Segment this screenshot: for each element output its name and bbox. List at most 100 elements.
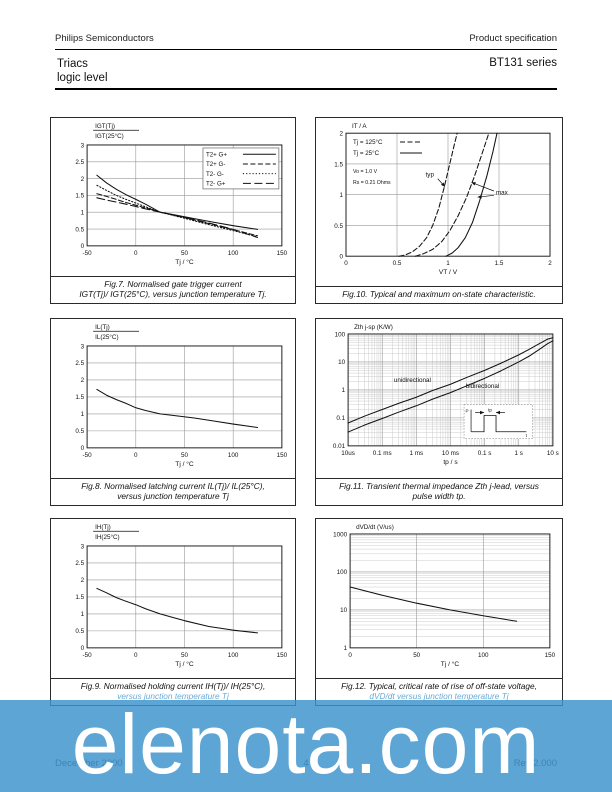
svg-text:Tj / °C: Tj / °C: [175, 460, 194, 468]
fig10-chart: 0 0.5 1 1.5 2 0 0.5 1 1.5 2 VT / V IT / A Tj = 125°C…: [334, 123, 552, 276]
svg-text:0: 0: [81, 445, 85, 452]
svg-text:1.5: 1.5: [75, 594, 84, 601]
svg-text:IGT(Tj): IGT(Tj): [95, 123, 115, 130]
figure-10: 0 0.5 1 1.5 2 0 0.5 1 1.5 2 VT / V IT / A Tj = 125°C…: [315, 117, 563, 304]
svg-text:10us: 10us: [341, 450, 355, 457]
svg-text:Tj / °C: Tj / °C: [441, 660, 460, 668]
svg-text:100: 100: [337, 569, 348, 576]
fig11-chart: 10us 0.1 ms 1 ms 10 ms 0.1 s 1 s 10 s 0.01 0.1 1 1…: [333, 324, 559, 466]
svg-text:150: 150: [277, 652, 288, 659]
svg-text:0.5: 0.5: [75, 428, 84, 435]
svg-text:IL(25°C): IL(25°C): [95, 333, 118, 341]
svg-text:VT / V: VT / V: [439, 269, 458, 276]
product-subtitle: logic level: [57, 72, 108, 84]
fig7-caption: Fig.7. Normalised gate trigger current I…: [51, 275, 295, 303]
svg-text:dVD/dt (V/us): dVD/dt (V/us): [356, 524, 394, 531]
svg-text:0: 0: [81, 243, 85, 250]
fig11-caption-line1: Fig.11. Transient thermal impedance Zth …: [339, 480, 539, 491]
figure-8: -50 0 50 100 150 0 0.5 1 1.5 2 2.5 3 Tj / °C IL(Tj) IL…: [50, 318, 296, 506]
svg-text:2: 2: [339, 131, 343, 138]
figure-11: 10us 0.1 ms 1 ms 10 ms 0.1 s 1 s 10 s 0.01 0.1 1 1…: [315, 318, 563, 506]
svg-text:1: 1: [344, 645, 348, 652]
svg-text:0: 0: [134, 250, 138, 257]
svg-text:0.5: 0.5: [75, 628, 84, 635]
svg-text:T2- G+: T2- G+: [206, 181, 226, 188]
svg-text:tp / s: tp / s: [443, 459, 458, 466]
svg-text:50: 50: [413, 652, 420, 659]
svg-text:10: 10: [338, 359, 345, 366]
svg-text:2: 2: [81, 577, 85, 584]
header-right: Product specification: [469, 33, 557, 44]
title-rule: [55, 88, 557, 90]
svg-text:150: 150: [277, 452, 288, 459]
svg-text:100: 100: [228, 452, 239, 459]
svg-text:2.5: 2.5: [75, 360, 84, 367]
svg-text:3: 3: [81, 543, 85, 550]
fig7-caption-line2: IGT(Tj)/ IGT(25°C), versus junction temp…: [79, 289, 267, 300]
fig12-caption-line2: dVD/dt versus junction temperature Tj: [369, 691, 509, 702]
fig11-caption-line2: pulse width tp.: [412, 491, 466, 502]
svg-text:typ: typ: [426, 171, 435, 178]
svg-text:tp: tp: [488, 408, 492, 413]
svg-text:10 s: 10 s: [547, 450, 559, 457]
svg-text:0.5: 0.5: [393, 260, 402, 267]
svg-text:0.5: 0.5: [334, 223, 343, 230]
fig9-caption-line2: versus junction temperature Tj: [117, 691, 229, 702]
svg-text:150: 150: [277, 250, 288, 257]
svg-text:3: 3: [81, 142, 85, 149]
svg-text:1: 1: [81, 411, 85, 418]
svg-text:-50: -50: [83, 250, 93, 257]
svg-text:1000: 1000: [333, 531, 347, 538]
figure-9: -50 0 50 100 150 0 0.5 1 1.5 2 2.5 3 Tj / °C IH(Tj) IH…: [50, 518, 296, 706]
fig9-caption: Fig.9. Normalised holding current IH(Tj)…: [51, 677, 295, 705]
svg-text:2: 2: [548, 260, 552, 267]
svg-text:1.5: 1.5: [75, 193, 84, 200]
svg-text:0.1 s: 0.1 s: [478, 450, 492, 457]
svg-text:2.5: 2.5: [75, 560, 84, 567]
svg-text:IH(25°C): IH(25°C): [95, 533, 120, 541]
svg-text:2.5: 2.5: [75, 159, 84, 166]
figure-7: -50 0 50 100 150 0 0.5 1 1.5 2 2.5 3 Tj / °C IGT(Tj) I…: [50, 117, 296, 304]
svg-text:0: 0: [344, 260, 348, 267]
fig10-caption: Fig.10. Typical and maximum on-state cha…: [316, 286, 562, 303]
product-title: Triacs logic level: [57, 57, 108, 85]
svg-text:T2+ G-: T2+ G-: [206, 161, 225, 168]
svg-text:2: 2: [81, 176, 85, 183]
svg-text:2: 2: [81, 377, 85, 384]
svg-text:Tj / °C: Tj / °C: [175, 660, 194, 668]
svg-text:50: 50: [181, 250, 188, 257]
page-header: Philips Semiconductors Product specifica…: [55, 33, 557, 44]
svg-text:-50: -50: [83, 652, 93, 659]
svg-text:T2- G-: T2- G-: [206, 171, 224, 178]
product-name: Triacs: [57, 58, 88, 70]
svg-text:1: 1: [342, 387, 346, 394]
svg-text:10: 10: [340, 607, 347, 614]
svg-text:t: t: [526, 433, 528, 438]
svg-text:Tj = 125°C: Tj = 125°C: [353, 139, 383, 146]
figure-12: 0 50 100 150 1 10 100 1000 Tj / °C dVD/dt (V/us) …: [315, 518, 563, 706]
svg-text:10 ms: 10 ms: [442, 450, 459, 457]
svg-text:Vo = 1.0 V: Vo = 1.0 V: [353, 169, 378, 175]
svg-text:100: 100: [228, 250, 239, 257]
svg-text:50: 50: [181, 452, 188, 459]
svg-text:1: 1: [81, 611, 85, 618]
svg-text:IGT(25°C): IGT(25°C): [95, 132, 124, 140]
fig12-caption-line1: Fig.12. Typical, critical rate of rise o…: [341, 680, 537, 691]
svg-text:1.5: 1.5: [334, 161, 343, 168]
svg-text:1 s: 1 s: [515, 450, 523, 457]
fig8-caption-line1: Fig.8. Normalised latching current IL(Tj…: [81, 480, 265, 491]
svg-text:1 ms: 1 ms: [410, 450, 424, 457]
svg-text:1: 1: [446, 260, 450, 267]
svg-text:Tj = 25°C: Tj = 25°C: [353, 150, 380, 157]
svg-text:IT / A: IT / A: [352, 123, 367, 130]
svg-text:-50: -50: [83, 452, 93, 459]
svg-text:IH(Tj): IH(Tj): [95, 524, 111, 531]
svg-text:1.5: 1.5: [75, 394, 84, 401]
svg-text:Zth j-sp (K/W): Zth j-sp (K/W): [354, 324, 393, 331]
header-rule: [55, 49, 557, 50]
fig10-caption-line1: Fig.10. Typical and maximum on-state cha…: [342, 289, 536, 300]
